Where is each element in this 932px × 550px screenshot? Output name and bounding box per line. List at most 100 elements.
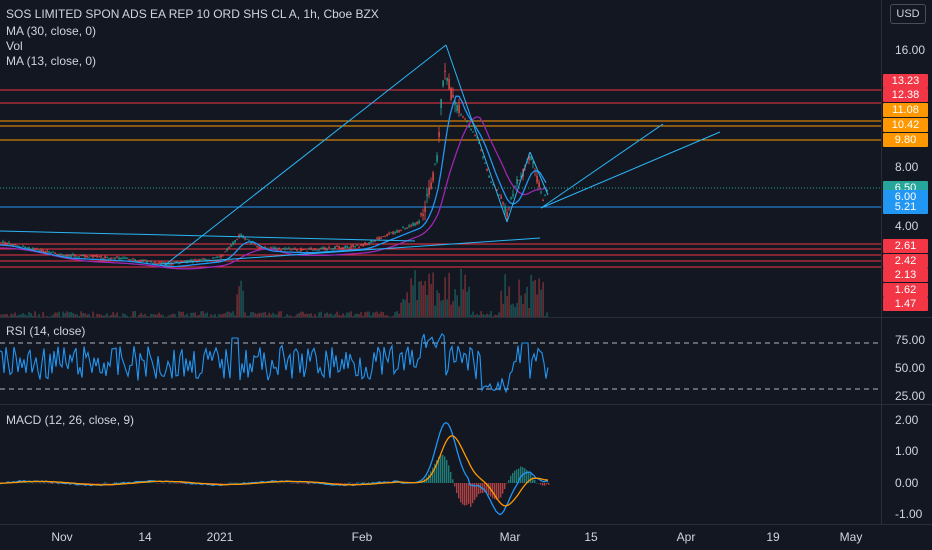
candle-body: [184, 260, 186, 263]
macd-histogram-bar: [152, 482, 154, 483]
macd-histogram-bar: [470, 483, 472, 507]
candle-body: [472, 131, 474, 133]
macd-histogram-bar: [368, 482, 370, 483]
trend-line-long-descending: [0, 230, 416, 242]
candle-body: [202, 258, 204, 260]
candle-body: [448, 79, 450, 89]
volume-bar: [66, 311, 68, 317]
candle-body: [502, 202, 504, 204]
currency-button[interactable]: USD: [890, 4, 926, 24]
volume-bar: [320, 311, 322, 317]
candle-body: [136, 261, 138, 262]
indicator-volume-label[interactable]: Vol: [6, 39, 23, 53]
candle-body: [6, 242, 8, 245]
candle-body: [416, 221, 418, 225]
chart-title[interactable]: SOS LIMITED SPON ADS EA REP 10 ORD SHS C…: [6, 7, 379, 21]
indicator-ma30-label[interactable]: MA (30, close, 0): [6, 24, 97, 38]
macd-histogram-bar: [548, 483, 550, 485]
volume-bar: [62, 311, 64, 317]
volume-bar: [76, 314, 78, 317]
candle-body: [118, 257, 120, 260]
price-axis[interactable]: [881, 0, 932, 525]
volume-bar: [518, 279, 520, 317]
candle-body: [380, 237, 382, 239]
volume-bar: [448, 272, 450, 317]
trend-line-long-ascending: [159, 237, 541, 265]
price-tag: 9.80: [883, 133, 928, 147]
macd-histogram-bar: [230, 482, 232, 483]
pane-divider-macd[interactable]: [0, 404, 932, 405]
candle-body: [264, 246, 266, 248]
macd-histogram-bar: [460, 483, 462, 503]
volume-bar: [484, 314, 486, 317]
candle-body: [60, 253, 62, 255]
volume-bar: [222, 313, 224, 317]
price-chart[interactable]: [0, 0, 881, 317]
volume-bar: [272, 312, 274, 317]
volume-bar: [304, 313, 306, 317]
time-label-mar: Mar: [499, 530, 521, 544]
candle-body: [78, 256, 80, 258]
time-label-14: 14: [138, 530, 152, 544]
volume-bar: [108, 316, 110, 317]
ma30-line: [0, 116, 547, 270]
macd-histogram-bar: [364, 482, 366, 483]
macd-histogram-bar: [354, 483, 356, 484]
candle-body: [460, 114, 462, 116]
indicator-ma13-label[interactable]: MA (13, close, 0): [6, 54, 97, 68]
rsi-chart[interactable]: [0, 318, 881, 405]
macd-histogram-bar: [282, 482, 284, 483]
rsi-title[interactable]: RSI (14, close): [6, 324, 86, 338]
volume-bar: [78, 315, 80, 317]
candle-body: [490, 182, 492, 183]
macd-histogram-bar: [432, 467, 434, 483]
volume-bar: [196, 315, 198, 317]
macd-histogram-bar: [356, 482, 358, 483]
volume-bar: [6, 314, 8, 317]
macd-histogram-bar: [518, 468, 520, 483]
macd-histogram-bar: [104, 482, 106, 483]
time-label-19: 19: [766, 530, 780, 544]
macd-histogram-bar: [310, 483, 312, 484]
candle-body: [62, 254, 64, 256]
candle-body: [482, 156, 484, 158]
macd-histogram-bar: [84, 483, 86, 484]
volume-bar: [20, 314, 22, 317]
candle-body: [402, 227, 404, 229]
macd-histogram-bar: [238, 482, 240, 484]
volume-bar: [84, 313, 86, 317]
volume-bar: [294, 315, 296, 317]
macd-histogram-bar: [342, 483, 344, 484]
macd-histogram-bar: [286, 482, 288, 483]
volume-bar: [362, 315, 364, 317]
macd-histogram-bar: [312, 483, 314, 484]
candle-body: [88, 256, 90, 258]
volume-bar: [26, 315, 28, 317]
volume-bar: [286, 314, 288, 317]
volume-bar: [118, 316, 120, 317]
candle-body: [290, 249, 292, 251]
candle-body: [338, 246, 340, 248]
volume-bar: [200, 311, 202, 317]
volume-bar: [344, 315, 346, 317]
macd-title[interactable]: MACD (12, 26, close, 9): [6, 413, 135, 427]
candle-body: [356, 244, 358, 246]
volume-bar: [504, 274, 506, 317]
volume-bar: [112, 312, 114, 317]
volume-bar: [110, 314, 112, 317]
candle-body: [544, 194, 546, 196]
volume-bar: [14, 312, 16, 317]
macd-histogram-bar: [46, 482, 48, 484]
candle-body: [72, 254, 74, 256]
volume-bar: [532, 281, 534, 317]
macd-chart[interactable]: [0, 405, 881, 525]
candle-body: [386, 234, 388, 237]
macd-histogram-bar: [150, 481, 152, 483]
macd-histogram-bar: [458, 483, 460, 499]
volume-bar: [228, 311, 230, 317]
candle-body: [272, 247, 274, 249]
candle-body: [388, 233, 390, 235]
pane-divider-rsi[interactable]: [0, 317, 932, 318]
volume-bar: [158, 312, 160, 317]
macd-histogram-bar: [90, 483, 92, 485]
